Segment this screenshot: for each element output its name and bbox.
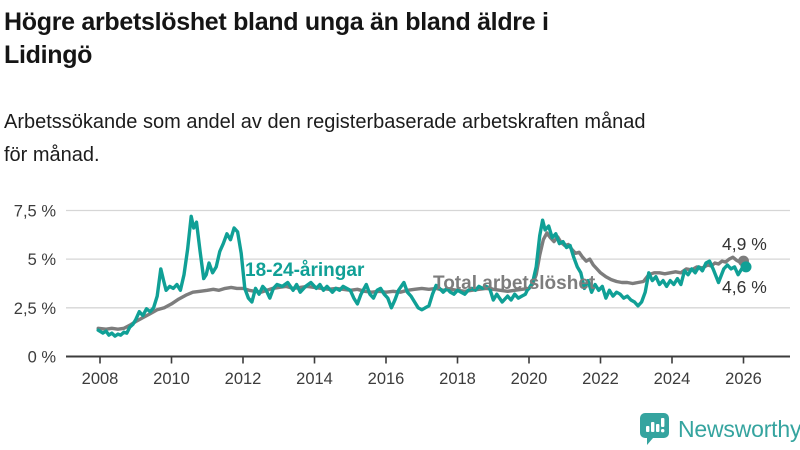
chart-title: Högre arbetslöshet bland unga än bland ä… [4,6,744,72]
series-end-dot-young [740,261,752,273]
x-axis-tick-label: 2024 [654,370,691,388]
series-label-total: Total arbetslöshet [433,273,596,294]
chart-title-line1: Högre arbetslöshet bland unga än bland ä… [4,8,549,36]
chart-subtitle: Arbetssökande som andel av den registerb… [4,106,794,172]
x-axis-tick-label: 2012 [225,370,262,388]
x-axis-tick-label: 2014 [296,370,333,388]
chart-subtitle-line1: Arbetssökande som andel av den registerb… [4,111,646,133]
chart-subtitle-line2: för månad. [4,144,100,166]
x-axis-tick-label: 2018 [439,370,476,388]
end-value-label-total: 4,9 % [722,234,767,254]
x-axis-tick-label: 2008 [82,370,119,388]
x-axis-tick-label: 2010 [153,370,190,388]
y-axis-tick-label: 2,5 % [14,300,57,318]
y-axis-tick-label: 0 % [28,349,57,367]
series-line-young [96,214,748,338]
newsworthy-logo-icon [640,413,669,445]
chart-title-line2: Lidingö [4,41,93,69]
newsworthy-logo-text: Newsworthy [678,415,800,442]
x-axis-tick-label: 2020 [511,370,548,388]
series-label-young: 18-24-åringar [245,260,365,281]
x-axis-tick-label: 2026 [725,370,762,388]
end-value-label-young: 4,6 % [722,277,767,297]
y-axis-tick-label: 7,5 % [14,202,57,220]
x-axis-tick-label: 2022 [582,370,619,388]
x-axis-tick-label: 2016 [368,370,405,388]
y-axis-tick-label: 5 % [28,251,57,269]
newsworthy-logo: Newsworthy [639,412,800,446]
